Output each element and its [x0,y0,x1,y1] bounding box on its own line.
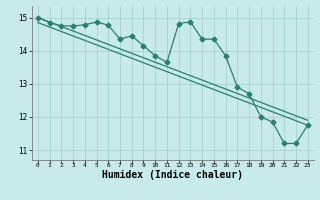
X-axis label: Humidex (Indice chaleur): Humidex (Indice chaleur) [102,170,243,180]
